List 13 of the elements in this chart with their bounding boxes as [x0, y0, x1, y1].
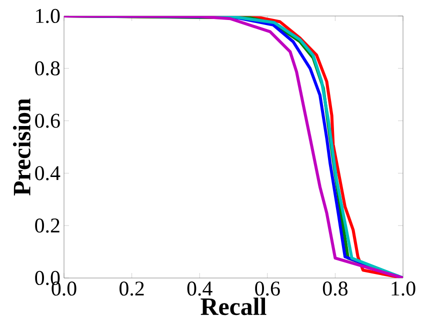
y-tick-label: 0.2: [35, 218, 60, 233]
x-axis-title: Recall: [200, 298, 266, 316]
line-series: [64, 16, 404, 278]
y-tick-label: 0.6: [35, 114, 60, 128]
y-tick-label: 0.8: [35, 61, 60, 76]
y-tick-label: 0.4: [35, 166, 60, 180]
x-tick-label: 0.4: [187, 282, 212, 296]
x-tick-label: 0.8: [322, 282, 348, 296]
y-axis-title: Precision: [12, 98, 30, 196]
x-tick-label: 0.2: [120, 282, 144, 296]
x-tick-label: 1.0: [392, 282, 416, 296]
x-tick-label: 0.6: [255, 282, 280, 296]
y-tick-label: 1.0: [36, 8, 60, 24]
